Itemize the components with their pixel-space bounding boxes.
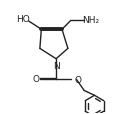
Text: NH₂: NH₂ bbox=[82, 16, 99, 25]
Text: HO: HO bbox=[16, 15, 30, 24]
Text: O: O bbox=[33, 74, 40, 83]
Text: N: N bbox=[53, 61, 60, 70]
Text: O: O bbox=[74, 75, 81, 84]
